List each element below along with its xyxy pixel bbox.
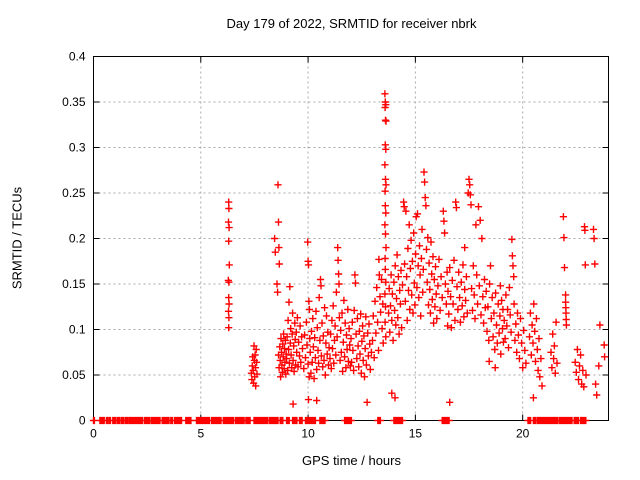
y-tick-label-6: 0.3: [69, 141, 86, 155]
x-tick-label-1: 5: [197, 427, 204, 441]
y-tick-label-4: 0.2: [69, 232, 86, 246]
chart-title: Day 179 of 2022, SRMTID for receiver nbr…: [226, 16, 477, 31]
x-tick-label-3: 15: [409, 427, 423, 441]
y-tick-label-5: 0.25: [62, 186, 86, 200]
x-axis-title: GPS time / hours: [302, 453, 401, 468]
y-tick-label-2: 0.1: [69, 323, 86, 337]
x-tick-label-0: 0: [90, 427, 97, 441]
x-tick-label-2: 10: [301, 427, 315, 441]
y-tick-label-1: 0.05: [62, 368, 86, 382]
y-tick-label-3: 0.15: [62, 277, 86, 291]
y-tick-label-7: 0.35: [62, 95, 86, 109]
y-tick-label-8: 0.4: [69, 50, 86, 64]
scatter-points: [224, 90, 609, 408]
zero-line-points: [89, 416, 590, 425]
y-tick-label-0: 0: [79, 414, 86, 428]
x-tick-label-4: 20: [516, 427, 530, 441]
